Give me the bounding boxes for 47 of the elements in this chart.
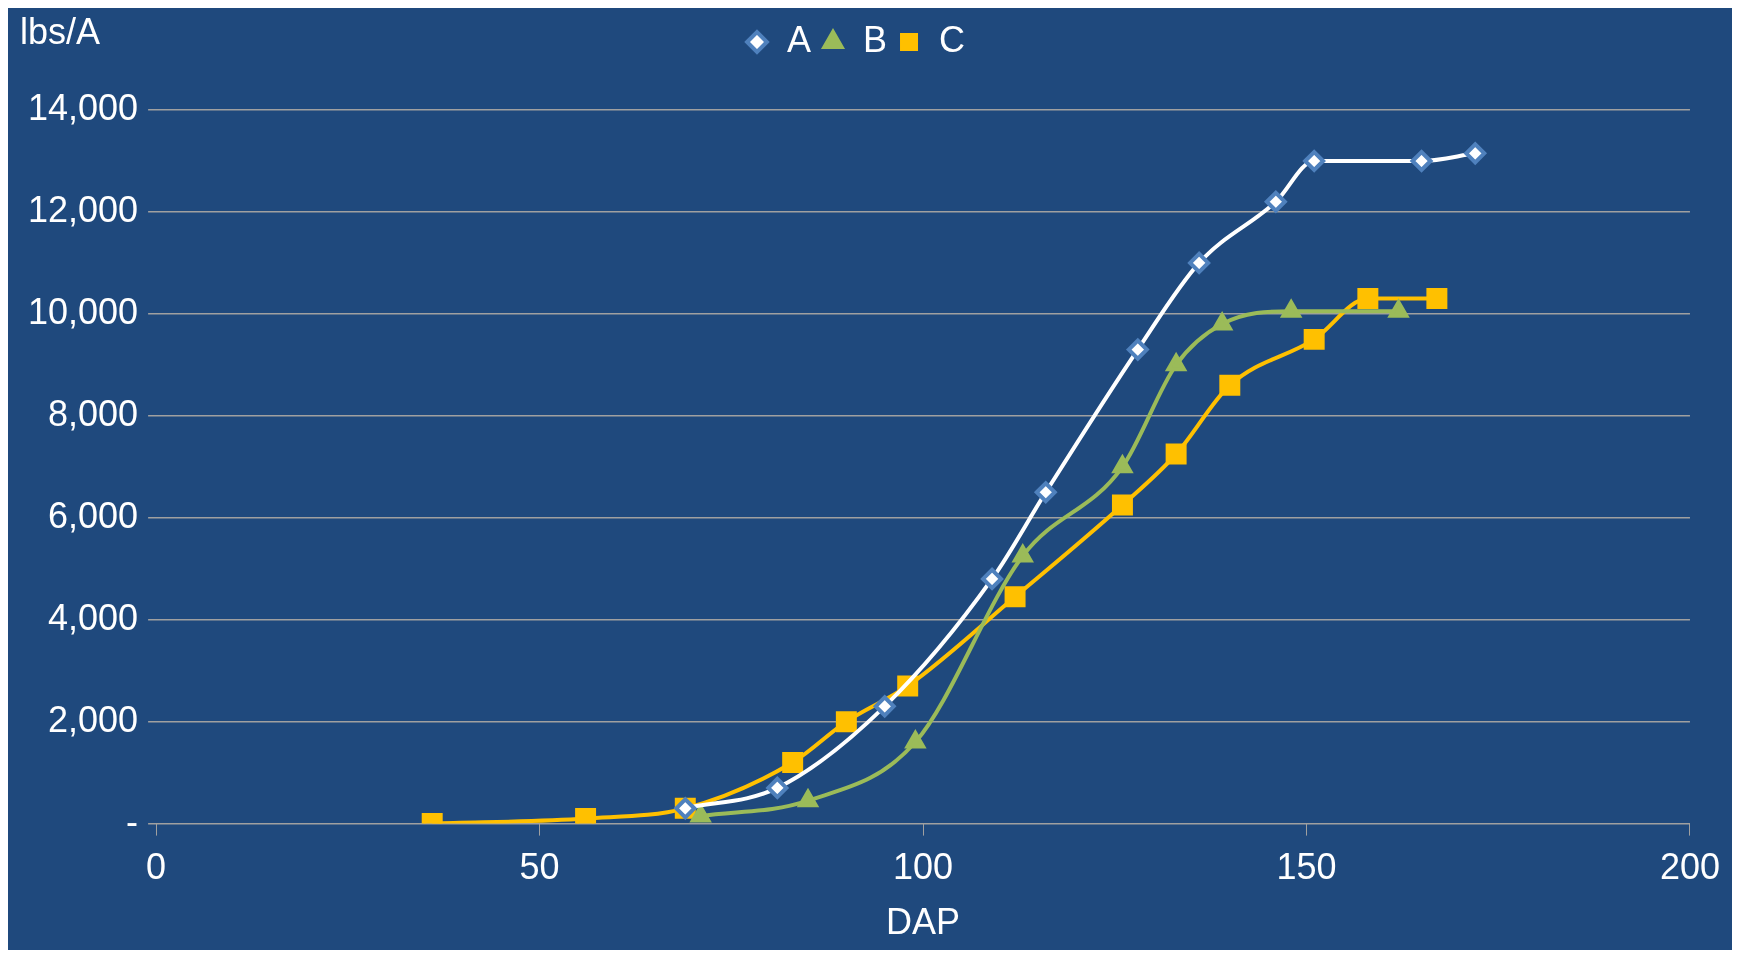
y-tick-label: - xyxy=(126,800,139,842)
point xyxy=(1464,142,1487,165)
point xyxy=(798,789,818,808)
point xyxy=(1388,300,1409,318)
y-axis-title: lbs/A xyxy=(20,10,101,52)
legend-label: A xyxy=(786,18,811,60)
point xyxy=(873,695,896,718)
point xyxy=(1111,494,1133,516)
y-tick-label: 4,000 xyxy=(48,596,139,638)
point xyxy=(575,808,597,824)
point xyxy=(1188,251,1211,274)
y-tick-label: 10,000 xyxy=(28,290,139,332)
y-tick-label: 12,000 xyxy=(28,188,139,230)
point xyxy=(1281,300,1301,318)
point xyxy=(1165,443,1187,465)
point xyxy=(1112,455,1133,474)
point xyxy=(1410,149,1433,172)
y-tick-label: 2,000 xyxy=(48,698,139,740)
legend-label: C xyxy=(939,18,966,60)
point xyxy=(981,567,1004,590)
point xyxy=(1219,374,1241,396)
x-tick-label: 100 xyxy=(893,846,954,888)
x-tick-label: 150 xyxy=(1276,846,1337,888)
point xyxy=(1126,338,1149,361)
point xyxy=(1426,288,1448,310)
y-tick-label: 8,000 xyxy=(48,392,139,434)
point xyxy=(1303,328,1325,350)
y-tick-label: 14,000 xyxy=(28,86,139,128)
point xyxy=(766,776,789,799)
point xyxy=(1012,545,1033,563)
y-tick-label: 6,000 xyxy=(48,494,139,536)
point xyxy=(1357,288,1379,310)
point xyxy=(1004,586,1026,608)
point xyxy=(1212,313,1232,331)
point xyxy=(1166,353,1186,372)
x-tick-label: 200 xyxy=(1659,846,1721,888)
x-tick-label: 0 xyxy=(146,846,167,888)
legend-label: B xyxy=(863,18,888,60)
x-tick-label: 50 xyxy=(519,846,560,888)
point xyxy=(782,751,804,773)
x-axis-title: DAP xyxy=(886,901,961,943)
point xyxy=(835,711,857,733)
point xyxy=(1034,481,1057,504)
point xyxy=(690,804,711,823)
point xyxy=(1264,190,1287,213)
point xyxy=(905,731,926,749)
point xyxy=(1303,149,1326,172)
